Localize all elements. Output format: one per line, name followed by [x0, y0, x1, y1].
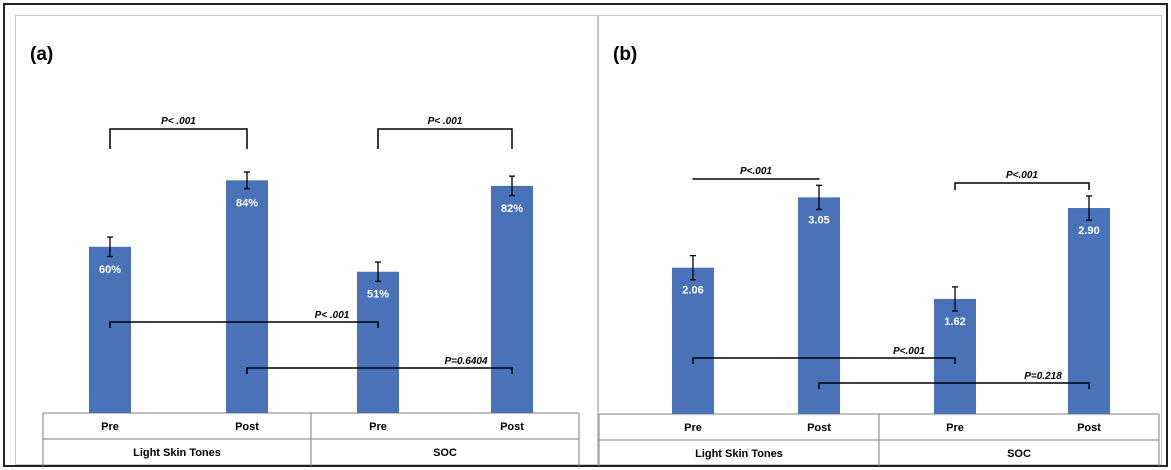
panel-b: (b) Pre Post Pre Post Light Skin Tones SOC 2.0… [598, 15, 1162, 466]
bar [357, 271, 399, 413]
panel-label-b: (b) [613, 44, 638, 65]
significance-bracket [246, 367, 513, 374]
group-label: SOC [433, 447, 457, 459]
p-value-label: P<.001 [740, 166, 772, 177]
significance-bracket [109, 321, 379, 328]
category-label: Pre [946, 422, 964, 434]
significance-bracket [954, 182, 1090, 190]
value-label: 51% [367, 289, 389, 301]
bar [491, 185, 533, 413]
bar [226, 180, 268, 413]
group-label: SOC [1007, 448, 1031, 460]
p-value-label: P<.001 [1006, 170, 1038, 181]
bar [89, 246, 131, 413]
p-value-label: P=0.6404 [444, 356, 488, 367]
value-label: 2.06 [682, 285, 703, 297]
group-label: Light Skin Tones [133, 447, 221, 459]
panel-a: (a) Pre Post Pre Post Light Skin Tones SOC 60%… [15, 15, 598, 466]
bar [934, 298, 976, 414]
significance-bracket [377, 128, 513, 149]
p-value-label: P<.001 [893, 346, 925, 357]
category-label: Pre [684, 422, 702, 434]
category-label: Post [807, 422, 831, 434]
category-label: Post [1077, 422, 1101, 434]
p-value-label: P< .001 [315, 310, 350, 321]
bar [798, 197, 840, 414]
category-label: Post [500, 421, 524, 433]
p-value-label: P=0.218 [1024, 371, 1062, 382]
value-label: 2.90 [1078, 225, 1099, 237]
significance-bracket [818, 382, 1090, 389]
value-label: 60% [99, 264, 121, 276]
category-label: Pre [101, 421, 119, 433]
significance-bracket [109, 128, 248, 149]
chart-a: Pre Post Pre Post Light Skin Tones SOC 60% 84% 5… [42, 116, 580, 466]
value-label: 82% [501, 203, 523, 215]
category-label: Pre [369, 421, 387, 433]
bar [672, 267, 714, 414]
value-label: 1.62 [944, 316, 965, 328]
p-value-label: P< .001 [428, 116, 463, 127]
bar [1068, 208, 1110, 414]
panel-label-a: (a) [30, 44, 54, 65]
value-label: 84% [236, 197, 258, 209]
category-label: Post [235, 421, 259, 433]
value-label: 3.05 [808, 214, 829, 226]
chart-b: Pre Post Pre Post Light Skin Tones SOC 2.06 3.0… [598, 166, 1160, 466]
significance-bracket [692, 357, 956, 364]
p-value-label: P< .001 [161, 116, 196, 127]
group-label: Light Skin Tones [695, 448, 783, 460]
figure: (a) Pre Post Pre Post Light Skin Tones SOC 60%… [3, 3, 1168, 467]
